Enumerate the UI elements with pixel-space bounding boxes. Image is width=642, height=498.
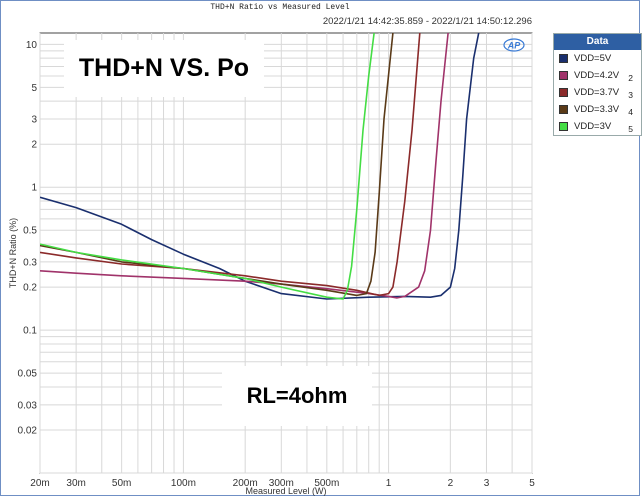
x-tick-label: 30m [66, 478, 85, 489]
x-tick-label: 3 [484, 478, 490, 489]
legend-label: VDD=3V [574, 121, 612, 132]
y-tick-label: 0.2 [23, 283, 37, 294]
x-tick-label: 500m [314, 478, 339, 489]
legend-item-vdd-4-2v: VDD=4.2V 2 [554, 67, 641, 84]
legend-label: VDD=3.7V [574, 87, 620, 98]
x-tick-label: 2 [448, 478, 454, 489]
y-tick-label: 2 [31, 140, 37, 151]
x-tick-label: 100m [171, 478, 196, 489]
x-tick-label: 200m [233, 478, 258, 489]
series-line-vdd-4-2v [40, 33, 449, 299]
y-tick-label: 1 [31, 183, 37, 194]
series-line-vdd-3-7v [40, 33, 421, 297]
legend-number: 4 [628, 107, 633, 117]
chart-heading-overlay: THD+N VS. Po [64, 40, 264, 97]
legend-number: 2 [628, 73, 633, 83]
timestamp: 2022/1/21 14:42:35.859 - 2022/1/21 14:50… [323, 16, 532, 27]
legend-header: Data [554, 34, 641, 50]
tick-labels: 20m 30m 50m 100m 200m 300m 500m 1 2 3 5 10 5 3 2 1 0.5 0.… [18, 40, 536, 489]
legend-item-vdd-3-7v: VDD=3.7V 3 [554, 84, 641, 101]
x-axis-title: Measured Level (W) [245, 486, 326, 496]
series-line-vdd-3-3v [40, 33, 394, 297]
x-tick-label: 20m [30, 478, 49, 489]
legend-label: VDD=4.2V [574, 70, 620, 81]
y-tick-label: 0.03 [18, 400, 38, 411]
y-tick-label: 0.5 [23, 226, 37, 237]
y-tick-label: 5 [31, 83, 37, 94]
legend-label: VDD=5V [574, 53, 612, 64]
series-line-vdd-3v [40, 33, 375, 300]
y-tick-label: 0.3 [23, 257, 37, 268]
x-tick-label: 5 [529, 478, 535, 489]
legend: Data VDD=5V VDD=4.2V 2 VDD=3.7V 3 VDD=3.… [553, 33, 642, 136]
ap-logo-icon: AP [503, 38, 525, 52]
load-label-overlay: RL=4ohm [222, 366, 372, 426]
legend-swatch-icon [559, 71, 568, 80]
y-tick-label: 10 [26, 40, 38, 51]
legend-swatch-icon [559, 122, 568, 131]
y-tick-label: 0.02 [18, 425, 38, 436]
x-tick-label: 50m [112, 478, 131, 489]
x-tick-label: 300m [269, 478, 294, 489]
legend-swatch-icon [559, 88, 568, 97]
legend-number: 5 [628, 124, 633, 134]
legend-swatch-icon [559, 54, 568, 63]
legend-item-vdd-3-3v: VDD=3.3V 4 [554, 101, 641, 118]
x-tick-label: 1 [386, 478, 392, 489]
y-tick-label: 0.05 [18, 369, 38, 380]
y-tick-label: 0.1 [23, 326, 37, 337]
chart-heading: THD+N VS. Po [78, 54, 250, 82]
legend-label: VDD=3.3V [574, 104, 620, 115]
legend-number: 3 [628, 90, 633, 100]
legend-swatch-icon [559, 105, 568, 114]
legend-item-vdd-5v: VDD=5V [554, 50, 641, 67]
ap-logo-text: AP [507, 41, 521, 51]
load-label: RL=4ohm [246, 383, 348, 408]
series-layer [40, 33, 480, 300]
chart-title: THD+N Ratio vs Measured Level [210, 3, 349, 12]
y-tick-label: 3 [31, 115, 37, 126]
legend-item-vdd-3v: VDD=3V 5 [554, 118, 641, 135]
y-axis-title: THD+N Ratio (%) [8, 218, 18, 288]
